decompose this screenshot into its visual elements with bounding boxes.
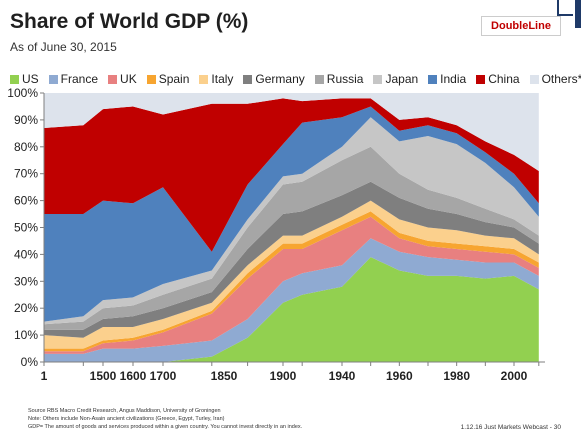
y-tick-label: 80% bbox=[14, 140, 38, 154]
legend-label: Italy bbox=[211, 72, 234, 86]
legend-swatch bbox=[146, 74, 156, 84]
y-tick-label: 10% bbox=[14, 328, 38, 342]
source-note: Source RBS Macro Credit Research, Angus … bbox=[28, 408, 221, 414]
chart-legend: US France UK Spain Italy Germany Russia Japan In… bbox=[10, 72, 581, 86]
legend-item-others: Others* bbox=[529, 72, 581, 86]
page-title: Share of World GDP (%) bbox=[10, 10, 249, 33]
legend-swatch bbox=[243, 74, 253, 84]
y-tick-label: 0% bbox=[21, 355, 39, 369]
legend-item-germany: Germany bbox=[243, 72, 305, 86]
area-uk bbox=[44, 216, 539, 354]
legend-label: US bbox=[22, 72, 39, 86]
x-tick-label: 1980 bbox=[443, 369, 470, 383]
legend-label: France bbox=[60, 72, 99, 86]
area-us bbox=[44, 257, 539, 362]
brand-logo: DoubleLine bbox=[481, 16, 561, 36]
x-tick-label: 1700 bbox=[150, 369, 177, 383]
x-tick-label: 1500 bbox=[90, 369, 117, 383]
legend-swatch bbox=[199, 74, 209, 84]
logo-text: DoubleLine bbox=[491, 20, 551, 32]
y-tick-label: 50% bbox=[14, 221, 38, 235]
area-russia bbox=[44, 146, 539, 330]
legend-swatch bbox=[373, 74, 383, 84]
legend-swatch bbox=[428, 74, 438, 84]
area-germany bbox=[44, 181, 539, 338]
y-tick-label: 70% bbox=[14, 167, 38, 181]
x-tick-label: 2000 bbox=[501, 369, 528, 383]
legend-swatch bbox=[529, 74, 539, 84]
y-tick-label: 20% bbox=[14, 301, 38, 315]
legend-item-india: India bbox=[428, 72, 466, 86]
y-tick-label: 30% bbox=[14, 274, 38, 288]
x-tick-label: 1900 bbox=[270, 369, 297, 383]
legend-swatch bbox=[48, 74, 58, 84]
y-tick-label: 40% bbox=[14, 247, 38, 261]
y-tick-label: 60% bbox=[14, 194, 38, 208]
legend-swatch bbox=[108, 74, 118, 84]
legend-item-us: US bbox=[10, 72, 39, 86]
area-italy bbox=[44, 200, 539, 349]
legend-label: Japan bbox=[385, 72, 419, 86]
area-others bbox=[44, 93, 539, 171]
page-reference: 1.12.16 Just Markets Webcast - 30 bbox=[460, 424, 561, 431]
x-tick-label: 1960 bbox=[386, 369, 413, 383]
area-france bbox=[44, 238, 539, 362]
x-tick-label: 1 bbox=[41, 369, 48, 383]
x-tick-label: 1600 bbox=[120, 369, 147, 383]
legend-item-italy: Italy bbox=[199, 72, 233, 86]
legend-item-japan: Japan bbox=[373, 72, 418, 86]
legend-item-uk: UK bbox=[108, 72, 137, 86]
legend-swatch bbox=[476, 74, 486, 84]
x-tick-label: 1940 bbox=[329, 369, 356, 383]
legend-label: Spain bbox=[158, 72, 190, 86]
legend-item-france: France bbox=[48, 72, 99, 86]
legend-item-russia: Russia bbox=[314, 72, 364, 86]
footnotes: Source RBS Macro Credit Research, Angus … bbox=[28, 407, 302, 431]
gdp-note: GDP= The amount of goods and services pr… bbox=[28, 424, 303, 430]
legend-swatch bbox=[314, 74, 324, 84]
area-india bbox=[44, 106, 539, 322]
legend-swatch bbox=[10, 74, 19, 84]
legend-item-spain: Spain bbox=[146, 72, 190, 86]
legend-label: Russia bbox=[326, 72, 364, 86]
legend-label: UK bbox=[120, 72, 137, 86]
legend-label: China bbox=[488, 72, 520, 86]
legend-label: Others* bbox=[541, 72, 581, 86]
legend-label: Germany bbox=[255, 72, 305, 86]
area-japan bbox=[44, 117, 539, 325]
page-subtitle: As of June 30, 2015 bbox=[10, 40, 117, 54]
others-note: Note: Others include Non-Asain ancient c… bbox=[28, 416, 225, 422]
legend-label: India bbox=[440, 72, 467, 86]
y-tick-label: 90% bbox=[14, 113, 38, 127]
corner-decoration bbox=[557, 0, 573, 16]
corner-bar-decoration bbox=[575, 0, 581, 28]
legend-item-china: China bbox=[476, 72, 520, 86]
y-tick-label: 100% bbox=[7, 86, 38, 100]
x-tick-label: 1850 bbox=[211, 369, 238, 383]
area-china bbox=[44, 98, 539, 252]
